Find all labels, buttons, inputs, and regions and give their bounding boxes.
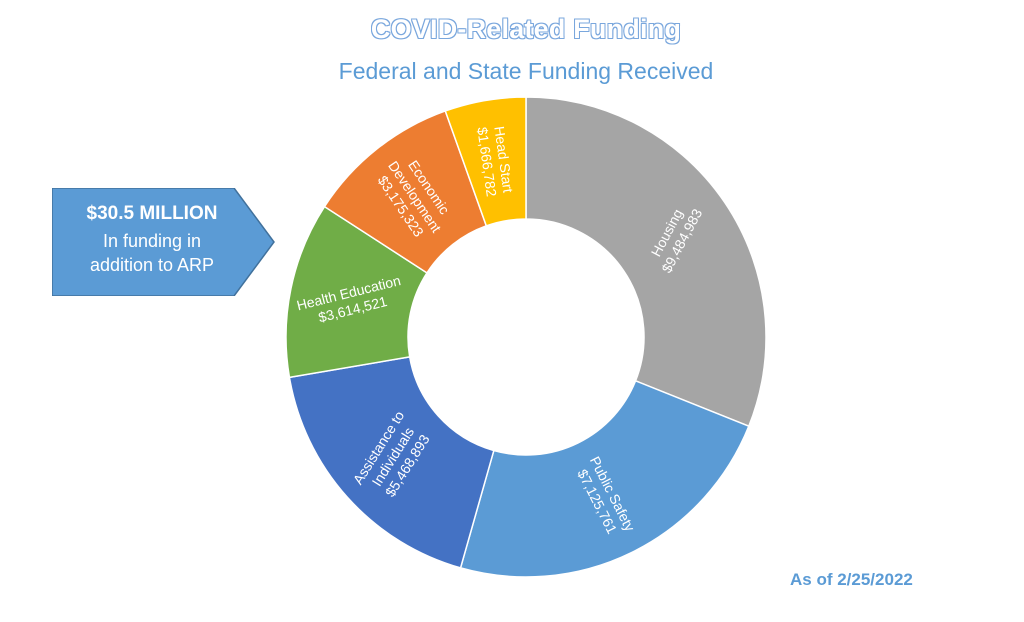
callout-arrow-shape — [52, 188, 275, 296]
callout-amount: $30.5 MILLION — [86, 203, 218, 224]
callout-text-line-2: addition to ARP — [89, 255, 215, 275]
slice-head-start — [444, 96, 527, 227]
chart-title: COVID-Related Funding — [370, 14, 682, 44]
slice-assistance-to-individuals — [288, 356, 495, 569]
total-callout: $30.5 MILLION In funding in addition to … — [52, 188, 282, 296]
slice-housing — [525, 96, 767, 428]
slice-public-safety — [459, 379, 750, 578]
as-of-date: As of 2/25/2022 — [790, 570, 913, 589]
chart-subtitle: Federal and State Funding Received — [338, 58, 714, 84]
callout-text-line-1: In funding in — [102, 231, 202, 251]
